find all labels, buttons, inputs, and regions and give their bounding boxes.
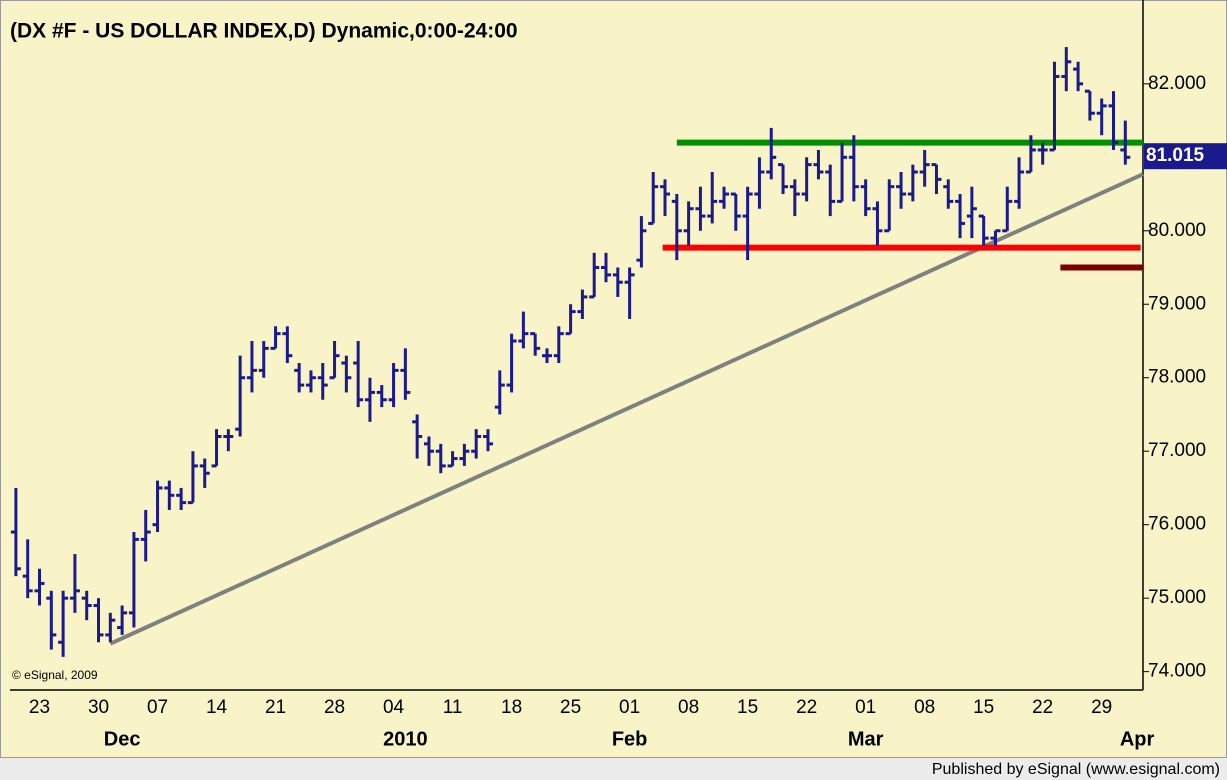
- y-tick-label: 79.000: [1148, 293, 1206, 314]
- y-tick-label: 82.000: [1148, 73, 1206, 94]
- copyright: © eSignal, 2009: [12, 668, 98, 682]
- x-tick-label: 22: [796, 697, 817, 718]
- x-tick-label: 11: [443, 697, 463, 718]
- chart-background: [0, 0, 1227, 758]
- chart-title: (DX #F - US DOLLAR INDEX,D) Dynamic,0:00…: [10, 20, 518, 43]
- x-tick-label: 04: [383, 697, 405, 718]
- y-tick-label: 78.000: [1148, 367, 1206, 388]
- x-tick-label: 08: [678, 697, 699, 718]
- x-tick-label: 07: [147, 697, 168, 718]
- x-tick-label: 29: [1091, 697, 1112, 718]
- annotation-line: [109, 172, 1144, 646]
- x-tick-label: 23: [29, 697, 50, 718]
- x-tick-label: 08: [914, 697, 935, 718]
- footer-text: Published by eSignal (www.esignal.com): [932, 761, 1220, 778]
- last-value-box: [1144, 143, 1227, 170]
- y-tick-label: 74.000: [1148, 661, 1206, 682]
- y-tick-label: 77.000: [1148, 440, 1206, 461]
- x-tick-label: 18: [501, 697, 522, 718]
- x-tick-label: 01: [855, 697, 876, 718]
- x-tick-label: 30: [88, 697, 109, 718]
- last-value-label: 81.015: [1146, 145, 1205, 166]
- y-tick-label: 75.000: [1148, 587, 1206, 608]
- x-tick-label: 01: [619, 697, 640, 718]
- y-tick-label: 76.000: [1148, 514, 1206, 535]
- x-tick-label: 28: [324, 697, 345, 718]
- x-month-label: Mar: [848, 728, 884, 750]
- x-month-label: Feb: [612, 728, 648, 750]
- x-tick-label: 25: [560, 697, 581, 718]
- x-month-label: Dec: [104, 728, 141, 750]
- x-tick-label: 21: [265, 697, 286, 718]
- x-tick-label: 14: [206, 697, 228, 718]
- x-month-label: Apr: [1120, 728, 1155, 750]
- footer-bar: [0, 758, 1227, 780]
- x-month-label: 2010: [383, 728, 428, 750]
- x-tick-label: 22: [1032, 697, 1053, 718]
- x-tick-label: 15: [737, 697, 758, 718]
- y-tick-label: 80.000: [1148, 220, 1206, 241]
- x-tick-label: 15: [973, 697, 994, 718]
